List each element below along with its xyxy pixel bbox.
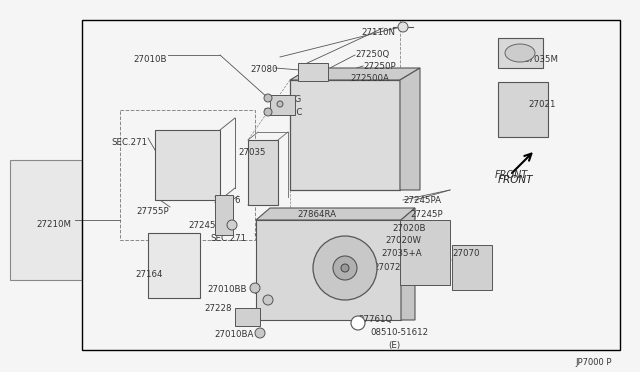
Text: 27228: 27228 [204,304,232,313]
Bar [270,95,295,115]
Text: 27755P: 27755P [136,207,168,216]
Circle shape [263,295,273,305]
Text: 27864RA: 27864RA [297,210,336,219]
Bar [498,82,548,137]
Text: 27020W: 27020W [385,236,421,245]
Bar [215,195,233,235]
Text: JP7000 P: JP7000 P [575,358,611,367]
Text: 272500A: 272500A [350,74,389,83]
Circle shape [398,22,408,32]
Text: 08510-51612: 08510-51612 [370,328,428,337]
Text: 27020B: 27020B [392,224,426,233]
Text: 27761Q: 27761Q [358,315,392,324]
Text: 27021: 27021 [528,100,556,109]
Text: 27210M: 27210M [36,220,71,229]
Bar [290,80,400,190]
Circle shape [351,316,365,330]
Text: 27080: 27080 [250,65,278,74]
Bar [120,110,255,240]
Text: 27035+A: 27035+A [381,249,422,258]
Bar [400,220,450,285]
Bar [498,38,543,68]
Bar [248,140,278,205]
Bar [298,63,328,81]
Polygon shape [400,68,420,190]
Ellipse shape [505,44,535,62]
Circle shape [264,94,272,102]
Polygon shape [401,208,415,320]
Text: 27245V: 27245V [188,221,221,230]
Bar [235,308,260,326]
Bar [452,245,492,290]
Polygon shape [290,68,420,80]
Circle shape [227,220,237,230]
Text: SEC.271: SEC.271 [210,234,246,243]
Text: FRONT: FRONT [495,170,528,180]
Text: 27035: 27035 [238,148,266,157]
Text: 27080G: 27080G [267,95,301,104]
Circle shape [341,264,349,272]
Text: FRONT: FRONT [498,175,534,185]
Text: 27072: 27072 [373,263,401,272]
Text: 27010B: 27010B [133,55,166,64]
Bar [10,160,82,280]
Bar [148,233,200,298]
Bar [256,220,401,320]
Text: S: S [355,318,361,327]
Text: 27164: 27164 [135,270,163,279]
Circle shape [333,256,357,280]
Text: (E): (E) [388,341,400,350]
Text: 27035M: 27035M [523,55,558,64]
Text: 27245P: 27245P [410,210,443,219]
Text: 27276: 27276 [213,196,241,205]
Text: 27250P: 27250P [363,62,396,71]
Circle shape [264,108,272,116]
Text: SEC.271: SEC.271 [111,138,147,147]
Text: 27070: 27070 [452,249,479,258]
Text: 27110N: 27110N [361,28,395,37]
Circle shape [255,328,265,338]
Text: 27010BC: 27010BC [263,108,302,117]
Text: 27010BA: 27010BA [214,330,253,339]
Text: 27245PA: 27245PA [403,196,441,205]
Bar [155,130,220,200]
Polygon shape [256,208,415,220]
Text: 27010BB: 27010BB [207,285,246,294]
Circle shape [277,101,283,107]
Bar [82,20,620,350]
Text: 27250Q: 27250Q [355,50,389,59]
Circle shape [313,236,377,300]
Circle shape [250,283,260,293]
